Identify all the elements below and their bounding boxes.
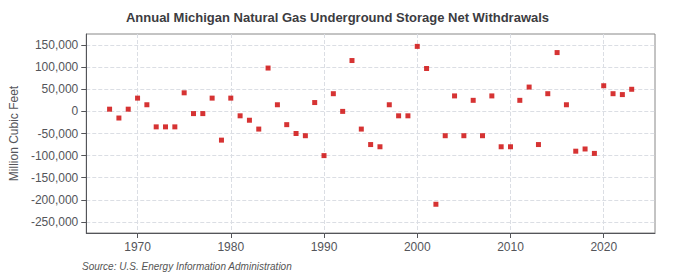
svg-text:-200,000: -200,000 — [31, 193, 79, 207]
svg-text:2020: 2020 — [590, 240, 617, 254]
svg-text:Source: U.S. Energy Informatio: Source: U.S. Energy Information Administ… — [82, 261, 292, 272]
svg-text:-100,000: -100,000 — [31, 149, 79, 163]
svg-text:100,000: 100,000 — [35, 60, 79, 74]
svg-text:1990: 1990 — [311, 240, 338, 254]
svg-text:0: 0 — [72, 104, 79, 118]
svg-text:-250,000: -250,000 — [31, 215, 79, 229]
svg-text:-150,000: -150,000 — [31, 171, 79, 185]
svg-text:Annual Michigan Natural Gas Un: Annual Michigan Natural Gas Underground … — [126, 10, 549, 25]
svg-text:Million Cubic Feet: Million Cubic Feet — [7, 85, 21, 181]
svg-text:150,000: 150,000 — [35, 38, 79, 52]
svg-text:2000: 2000 — [404, 240, 431, 254]
svg-text:50,000: 50,000 — [42, 82, 79, 96]
svg-text:2010: 2010 — [497, 240, 524, 254]
svg-text:1970: 1970 — [124, 240, 151, 254]
svg-text:1980: 1980 — [217, 240, 244, 254]
svg-text:-50,000: -50,000 — [38, 127, 79, 141]
